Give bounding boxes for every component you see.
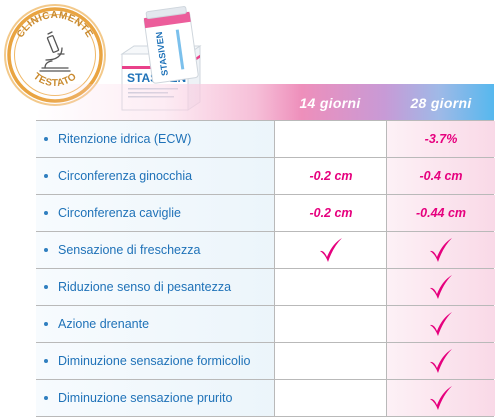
bullet — [44, 396, 48, 400]
row-label: Circonferenza caviglie — [58, 206, 181, 220]
cell-28-days — [386, 269, 495, 305]
checkmark-icon — [430, 312, 452, 336]
bullet — [44, 174, 48, 178]
table-row: Diminuzione sensazione prurito — [36, 380, 495, 417]
row-label: Sensazione di freschezza — [58, 243, 201, 257]
cell-14-days: -0.2 cm — [274, 158, 387, 194]
bullet — [44, 137, 48, 141]
cell-28-days: -3.7% — [386, 121, 495, 157]
table-row: Sensazione di freschezza — [36, 232, 495, 269]
checkmark-icon — [430, 386, 452, 410]
bullet — [44, 285, 48, 289]
table-row: Azione drenante — [36, 306, 495, 343]
checkmark-icon — [430, 238, 452, 262]
results-table: Ritenzione idrica (ECW) -3.7% Circonfere… — [36, 120, 495, 417]
column-header-14-days: 14 giorni — [299, 95, 361, 111]
table-row: Riduzione senso di pesantezza — [36, 269, 495, 306]
cell-14-days — [274, 343, 387, 379]
table-row: Ritenzione idrica (ECW) -3.7% — [36, 120, 495, 158]
row-label: Diminuzione sensazione formicolio — [58, 354, 251, 368]
microscope-icon — [39, 31, 71, 72]
row-label: Diminuzione sensazione prurito — [58, 391, 233, 405]
cell-28-days — [386, 343, 495, 379]
row-label: Azione drenante — [58, 317, 150, 331]
bullet — [44, 359, 48, 363]
cell-28-days — [386, 306, 495, 342]
bullet — [44, 248, 48, 252]
cell-14-days — [274, 121, 387, 157]
cell-28-days: -0.4 cm — [386, 158, 495, 194]
checkmark-icon — [320, 238, 342, 262]
row-label: Riduzione senso di pesantezza — [58, 280, 232, 294]
table-header: 14 giorni 28 giorni — [36, 84, 494, 120]
table-row: Diminuzione sensazione formicolio — [36, 343, 495, 380]
row-label: Circonferenza ginocchia — [58, 169, 193, 183]
column-header-28-days: 28 giorni — [410, 95, 472, 111]
row-label: Ritenzione idrica (ECW) — [58, 132, 192, 146]
cell-28-days — [386, 232, 495, 268]
cell-14-days — [274, 232, 387, 268]
cell-14-days — [274, 269, 387, 305]
bullet — [44, 322, 48, 326]
cell-14-days — [274, 380, 387, 416]
cell-14-days: -0.2 cm — [274, 195, 387, 231]
bullet — [44, 211, 48, 215]
checkmark-icon — [430, 349, 452, 373]
cell-28-days — [386, 380, 495, 416]
checkmark-icon — [430, 275, 452, 299]
cell-28-days: -0.44 cm — [386, 195, 495, 231]
cell-14-days — [274, 306, 387, 342]
table-row: Circonferenza ginocchia -0.2 cm -0.4 cm — [36, 158, 495, 195]
table-row: Circonferenza caviglie -0.2 cm -0.44 cm — [36, 195, 495, 232]
